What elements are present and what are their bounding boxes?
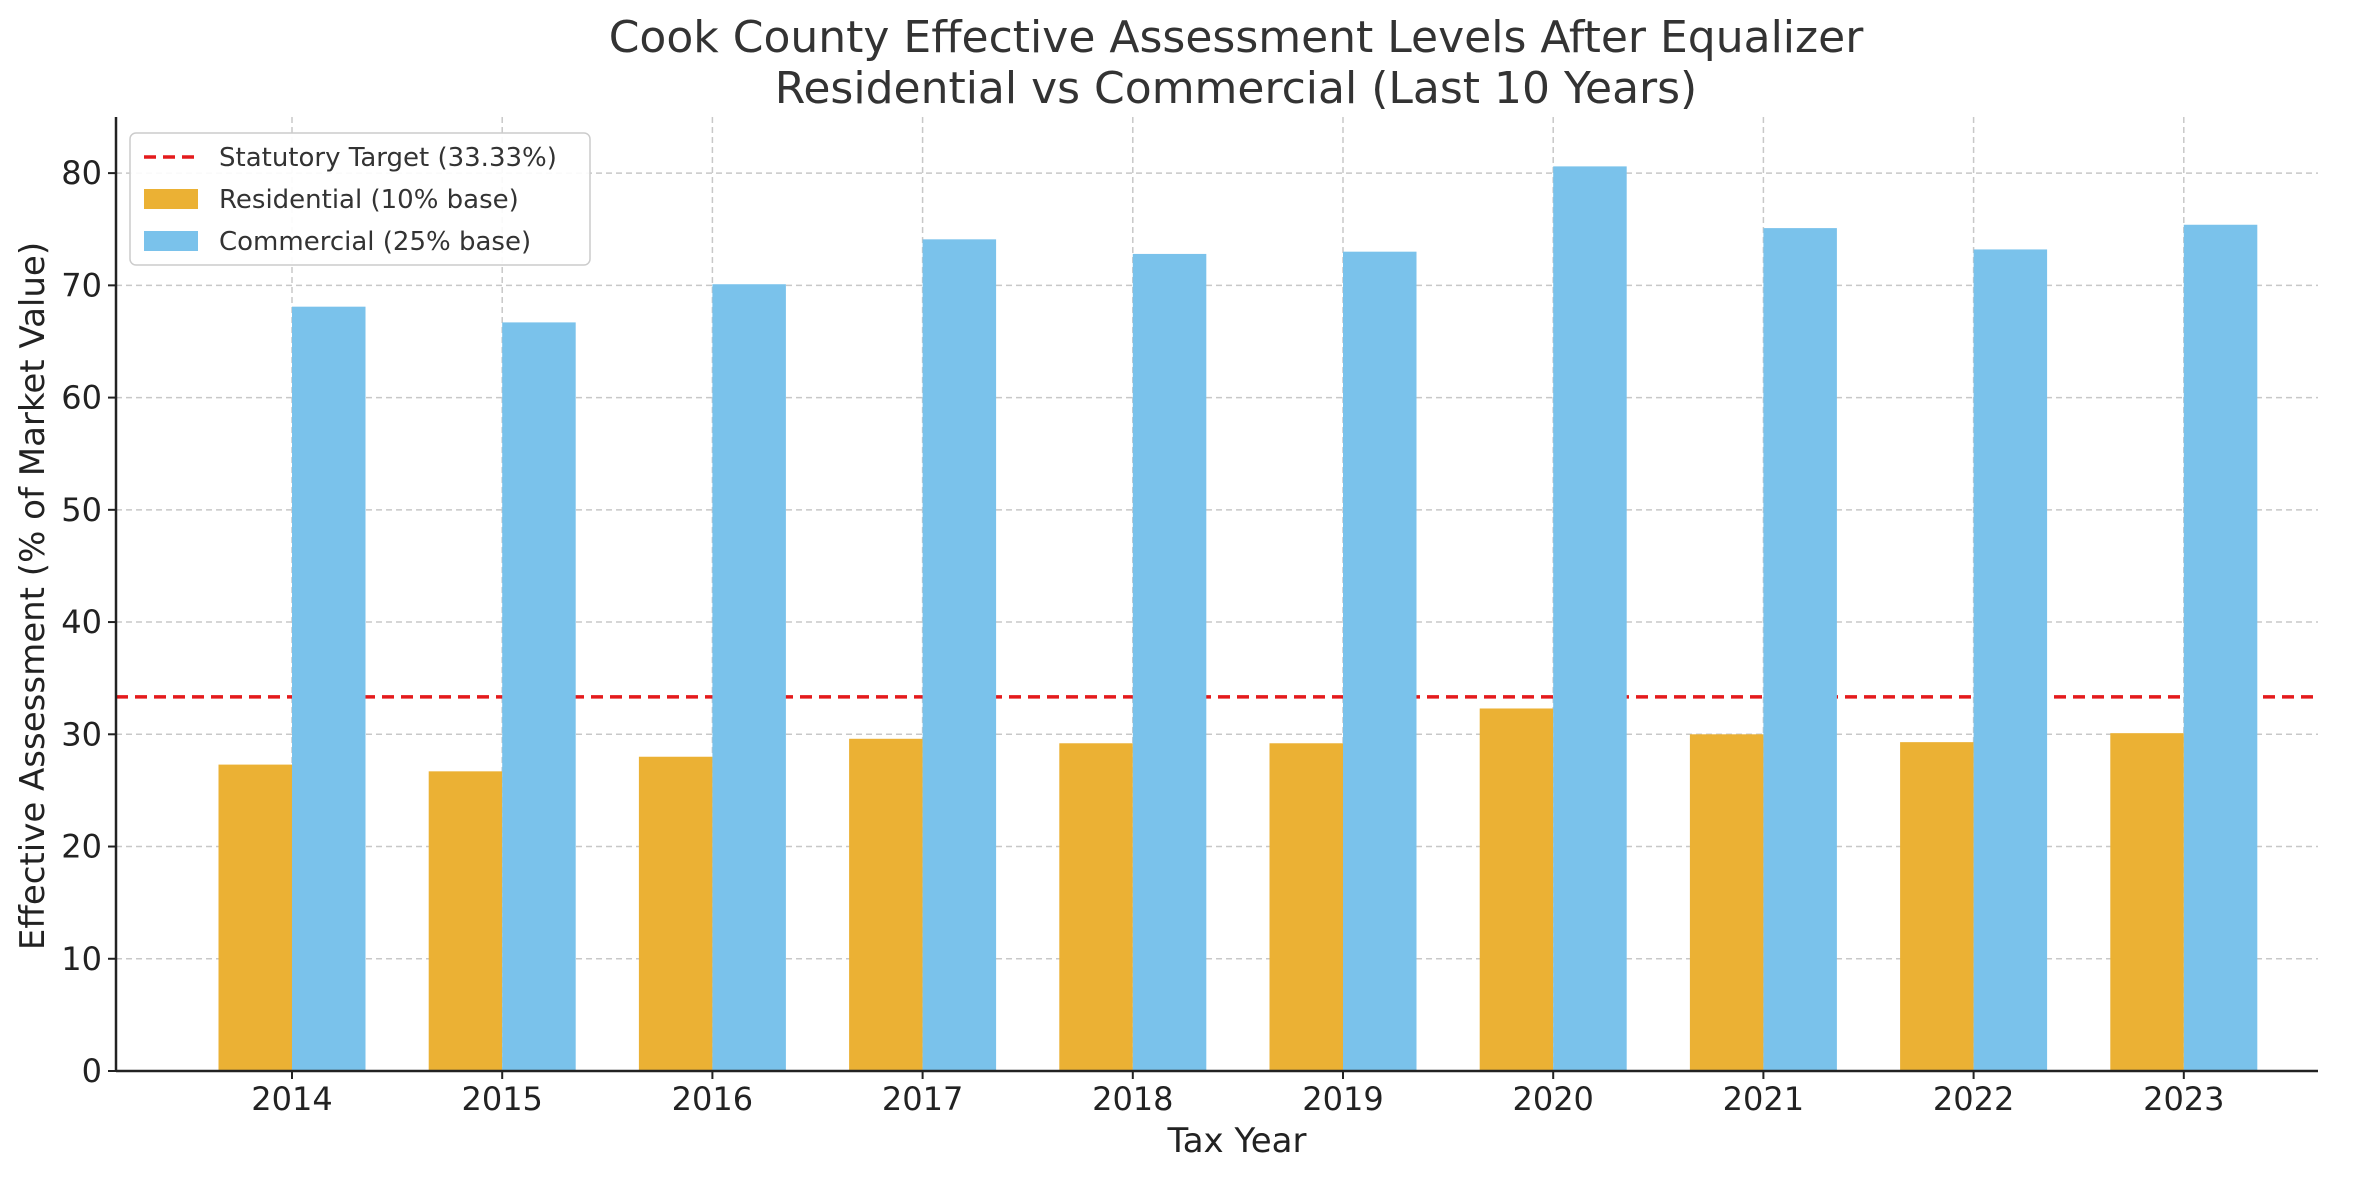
bars [218,166,2258,1072]
bar-residential [1689,734,1764,1071]
y-axis-label: Effective Assessment (% of Market Value) [13,242,53,950]
bar-commercial [1553,166,1627,1071]
y-tick-label: 40 [61,603,102,641]
x-tick-label: 2016 [672,1080,753,1118]
bar-residential [1479,708,1554,1071]
y-tick-label: 0 [82,1052,102,1090]
legend-label-residential: Residential (10% base) [219,185,519,215]
bar-commercial [502,322,576,1071]
x-tick-label: 2023 [2143,1080,2224,1118]
tick-labels: 0 10 20 30 40 50 60 70 80 2014 2015 2016 2017 2018 201… [61,154,2224,1118]
y-tick-label: 20 [61,828,102,866]
bar-residential [428,771,503,1071]
legend-swatch-commercial [144,231,198,251]
bar-commercial [2183,224,2258,1072]
x-tick-label: 2020 [1512,1080,1593,1118]
bar-residential [638,756,713,1071]
x-tick-label: 2019 [1302,1080,1383,1118]
bar-residential [1059,743,1133,1071]
bar-commercial [1973,249,2048,1072]
bar-commercial [292,306,366,1072]
x-tick-label: 2022 [1933,1080,2014,1118]
chart-title-line2: Residential vs Commercial (Last 10 Years… [775,63,1697,114]
legend-label-commercial: Commercial (25% base) [219,227,531,257]
legend: Statutory Target (33.33%) Residential (1… [129,132,591,266]
bar-commercial [1763,228,1837,1072]
bar-commercial [712,284,786,1071]
legend-swatch-residential [144,189,198,209]
legend-label-reference: Statutory Target (33.33%) [219,143,557,173]
y-tick-label: 30 [61,715,102,753]
bar-residential [1269,743,1343,1071]
y-tick-label: 80 [61,154,102,192]
bar-commercial [922,239,997,1071]
y-tick-label: 60 [61,379,102,417]
bar-residential [849,738,923,1071]
bar-residential [218,764,292,1071]
bar-commercial [1132,253,1207,1071]
x-tick-label: 2015 [461,1080,542,1118]
x-tick-label: 2018 [1092,1080,1173,1118]
y-tick-label: 10 [61,940,102,978]
y-tick-label: 50 [61,491,102,529]
x-tick-label: 2014 [251,1080,332,1118]
bar-residential [2110,733,2184,1071]
x-tick-label: 2017 [882,1080,963,1118]
y-tick-label: 70 [61,266,102,304]
legend-box [129,132,591,266]
x-axis-label: Tax Year [1167,1121,1307,1161]
x-tick-label: 2021 [1723,1080,1804,1118]
bar-residential [1900,742,1974,1071]
chart-title-line1: Cook County Effective Assessment Levels … [609,12,1864,63]
bar-commercial [1343,251,1417,1071]
